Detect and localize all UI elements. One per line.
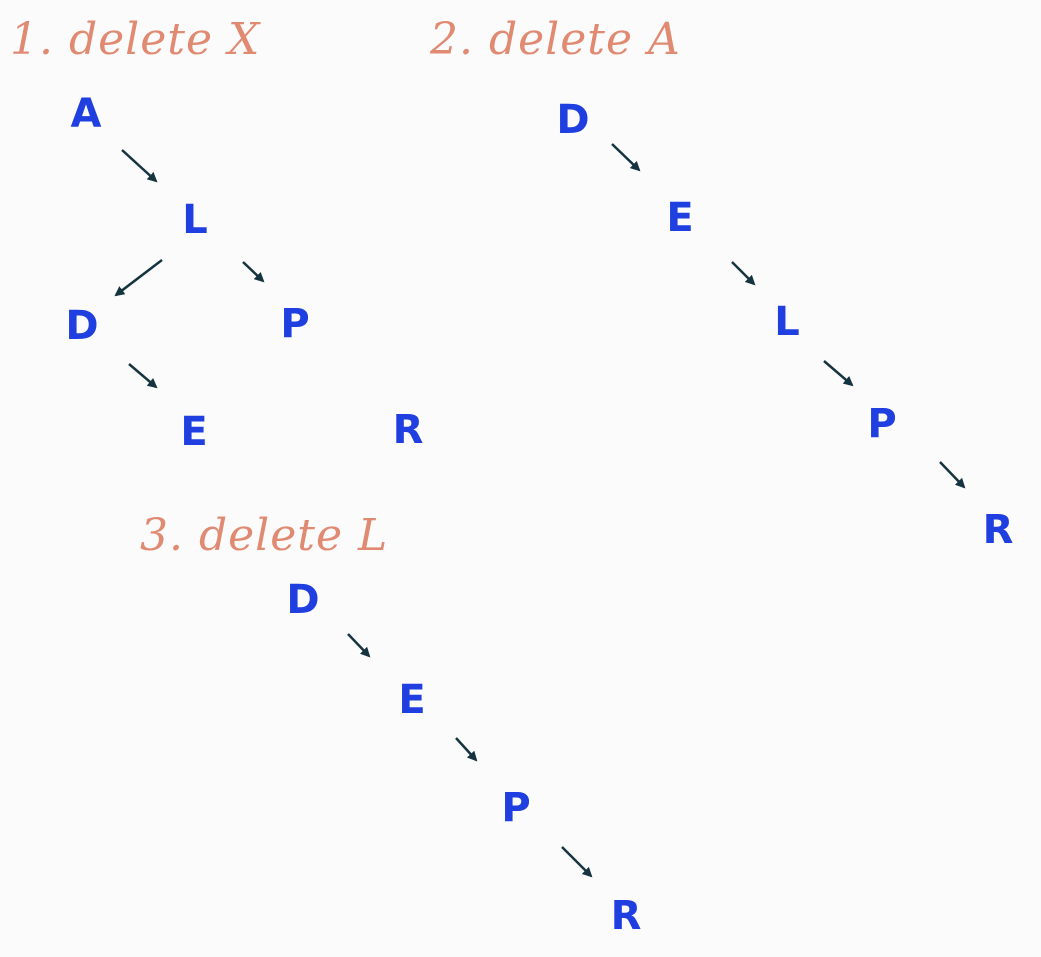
node-3-D: D (286, 577, 320, 623)
node-3-E: E (398, 677, 426, 723)
node-2-D: D (556, 97, 590, 143)
edge-2-P-R (939, 461, 966, 489)
node-3-R: R (610, 893, 642, 939)
edge-2-E-L (731, 261, 756, 286)
node-2-L: L (774, 299, 800, 345)
node-1-L: L (182, 197, 208, 243)
edge-3-D-E (347, 633, 371, 658)
edge-3-P-R (561, 846, 593, 878)
node-1-P: P (280, 301, 310, 347)
heading-step-2: 2. delete A (430, 14, 681, 65)
edge-3-E-P (455, 737, 478, 762)
edge-1-A-L (121, 149, 158, 183)
edge-1-L-D (114, 259, 163, 297)
edge-1-L-P (242, 261, 265, 283)
node-1-R: R (392, 407, 424, 453)
heading-step-3: 3. delete L (140, 510, 389, 561)
node-2-P: P (867, 401, 897, 447)
edge-2-L-P (823, 360, 854, 387)
heading-step-1: 1. delete X (10, 14, 261, 65)
node-1-D: D (65, 303, 99, 349)
node-1-E: E (180, 409, 208, 455)
node-1-A: A (70, 91, 102, 137)
edge-1-D-E (128, 363, 158, 389)
node-3-P: P (501, 785, 531, 831)
node-2-E: E (666, 195, 694, 241)
edge-2-D-E (611, 143, 641, 172)
node-2-R: R (982, 507, 1014, 553)
